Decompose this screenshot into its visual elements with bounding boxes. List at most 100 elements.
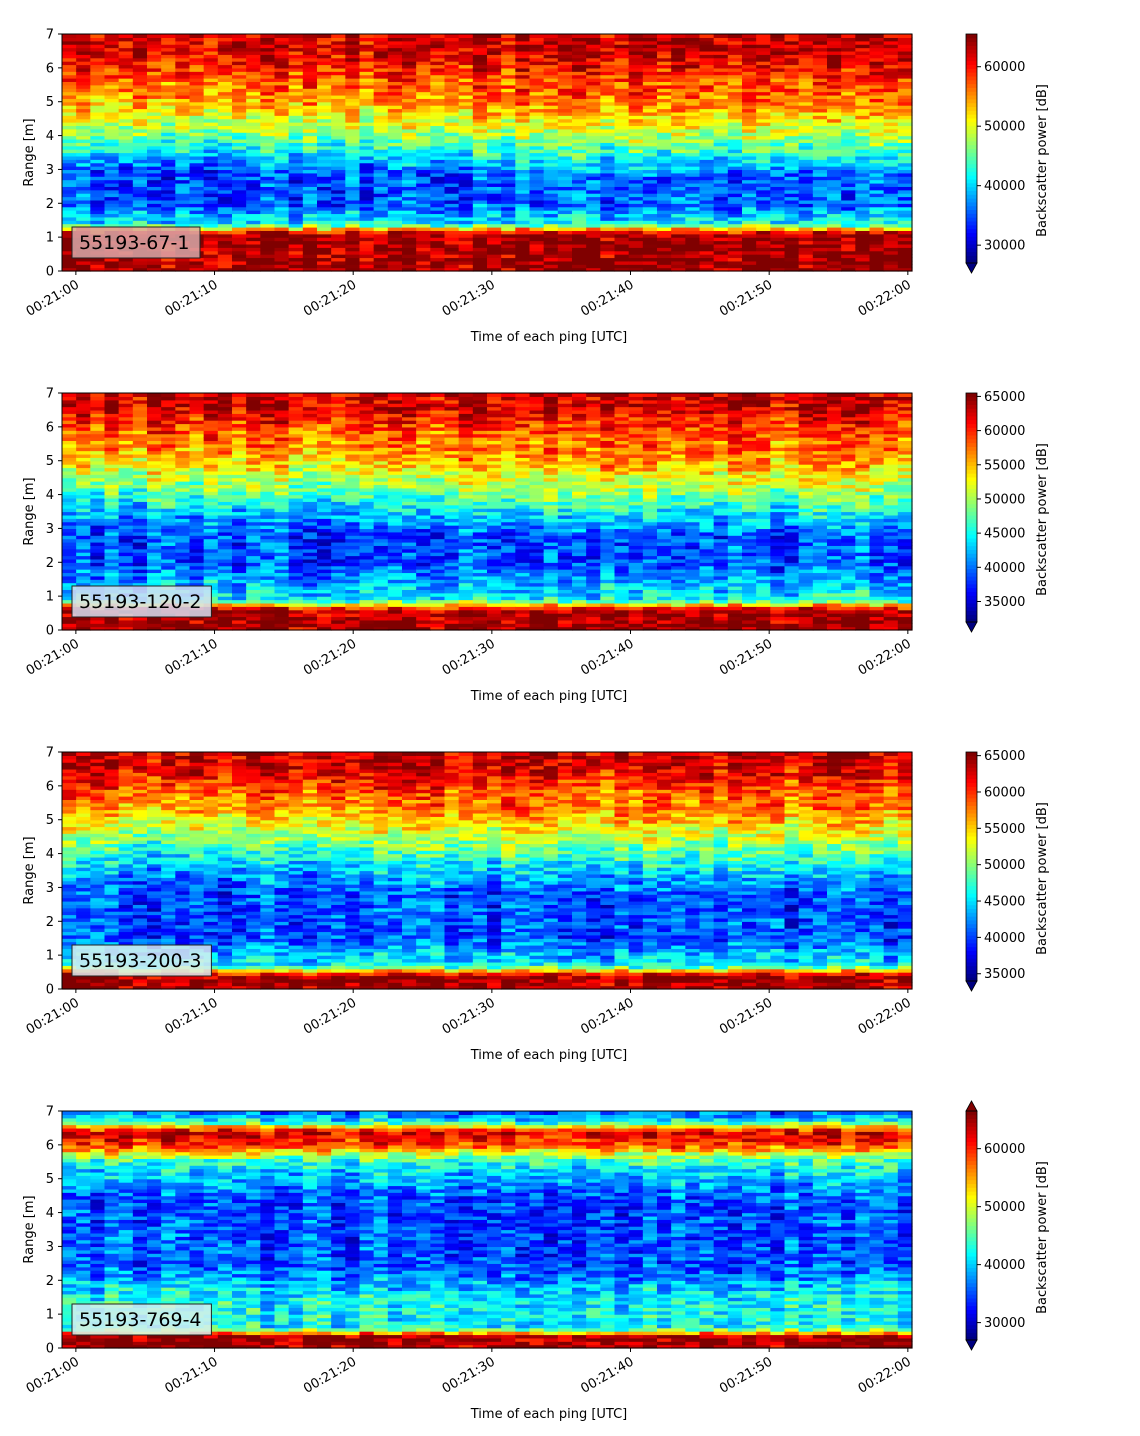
heatmap-cell: [132, 50, 148, 55]
heatmap-cell: [458, 216, 474, 221]
heatmap-cell: [543, 138, 559, 143]
heatmap-cell: [359, 81, 375, 86]
heatmap-cell: [430, 193, 446, 198]
heatmap-cell: [472, 40, 488, 45]
heatmap-cell: [501, 213, 516, 218]
heatmap-cell: [147, 403, 162, 408]
heatmap-cell: [118, 186, 134, 191]
heatmap-cell: [331, 203, 346, 208]
heatmap-cell: [175, 40, 191, 45]
heatmap-cell: [416, 94, 431, 99]
heatmap-cell: [189, 74, 205, 79]
heatmap-cell: [444, 230, 460, 235]
heatmap-cell: [62, 254, 77, 259]
heatmap-cell: [132, 497, 148, 502]
heatmap-cell: [515, 247, 531, 252]
heatmap-cell: [104, 453, 120, 458]
heatmap-cell: [841, 74, 856, 79]
heatmap-cell: [628, 203, 644, 208]
heatmap-cell: [883, 189, 899, 194]
heatmap-cell: [458, 152, 474, 157]
heatmap-cell: [855, 132, 871, 137]
heatmap-cell: [430, 111, 446, 116]
heatmap-cell: [274, 243, 290, 248]
heatmap-cell: [614, 152, 630, 157]
heatmap-cell: [742, 243, 757, 248]
heatmap-cell: [147, 426, 162, 431]
heatmap-cell: [543, 176, 559, 181]
heatmap-cell: [699, 57, 715, 62]
heatmap-cell: [812, 61, 828, 66]
heatmap-cell: [812, 84, 828, 89]
heatmap-cell: [189, 467, 205, 472]
heatmap-cell: [62, 497, 77, 502]
heatmap-cell: [487, 40, 502, 45]
heatmap-cell: [812, 216, 828, 221]
heatmap-cell: [642, 118, 658, 123]
heatmap-cell: [487, 34, 502, 38]
heatmap-cell: [246, 186, 261, 191]
heatmap-cell: [841, 199, 856, 204]
heatmap-cell: [897, 111, 913, 116]
heatmap-cell: [572, 122, 587, 127]
heatmap-cell: [855, 98, 871, 103]
heatmap-cell: [132, 430, 148, 435]
heatmap-cell: [104, 118, 120, 123]
heatmap-cell: [827, 226, 842, 231]
heatmap-cell: [147, 64, 162, 69]
heatmap-cell: [458, 243, 474, 248]
heatmap-cell: [246, 54, 261, 59]
heatmap-cell: [586, 111, 601, 116]
heatmap-cell: [628, 162, 644, 167]
heatmap-cell: [699, 216, 715, 221]
heatmap-cell: [657, 254, 672, 259]
heatmap-cell: [416, 149, 431, 154]
heatmap-cell: [883, 37, 899, 42]
heatmap-cell: [883, 240, 899, 245]
panel-label-box: [71, 226, 201, 259]
heatmap-cell: [104, 142, 120, 147]
heatmap-cell: [345, 98, 361, 103]
heatmap-cell: [147, 179, 162, 184]
heatmap-cell: [572, 47, 587, 52]
heatmap-cell: [841, 233, 856, 238]
heatmap-cell: [76, 67, 91, 72]
heatmap-cell: [317, 105, 332, 110]
heatmap-cell: [90, 430, 106, 435]
heatmap-cell: [756, 88, 771, 93]
heatmap-cell: [515, 98, 531, 103]
heatmap-cell: [217, 254, 233, 259]
heatmap-cell: [317, 189, 332, 194]
heatmap-cell: [756, 64, 771, 69]
heatmap-cell: [345, 40, 361, 45]
heatmap-cell: [812, 44, 828, 49]
heatmap-cell: [727, 196, 743, 201]
heatmap-cell: [628, 61, 644, 66]
heatmap-cell: [246, 101, 261, 106]
heatmap-cell: [671, 105, 686, 110]
heatmap-cell: [175, 572, 191, 577]
heatmap-cell: [147, 413, 162, 418]
heatmap-cell: [713, 206, 729, 211]
heatmap-cell: [642, 199, 658, 204]
heatmap-cell: [118, 132, 134, 137]
heatmap-cell: [784, 44, 800, 49]
heatmap-cell: [317, 125, 332, 130]
heatmap-cell: [543, 145, 559, 150]
heatmap-cell: [132, 61, 148, 66]
heatmap-cell: [402, 182, 417, 187]
heatmap-cell: [586, 118, 601, 123]
heatmap-cell: [161, 44, 176, 49]
heatmap-cell: [699, 122, 715, 127]
heatmap-cell: [812, 81, 828, 86]
heatmap-cell: [430, 233, 446, 238]
heatmap-cell: [62, 457, 77, 462]
heatmap-cell: [288, 142, 304, 147]
heatmap-cell: [671, 169, 686, 174]
heatmap-cell: [359, 179, 375, 184]
heatmap-cell: [557, 88, 573, 93]
heatmap-cell: [62, 531, 77, 536]
colorbar-segment: [966, 213, 977, 218]
heatmap-cell: [402, 230, 417, 235]
heatmap-cell: [246, 91, 261, 96]
